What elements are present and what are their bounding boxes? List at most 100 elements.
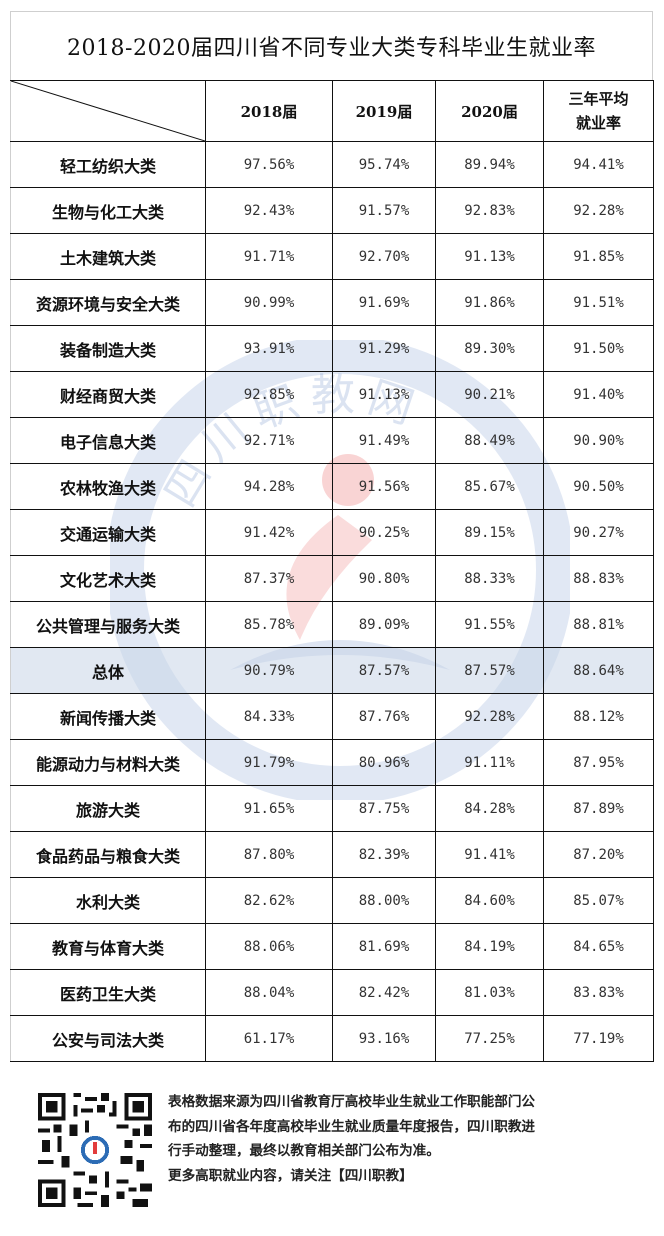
rate-average: 87.95% <box>543 739 654 786</box>
rate-2019: 91.13% <box>332 371 436 418</box>
category-cell: 文化艺术大类 <box>10 555 206 602</box>
rate-2018: 87.80% <box>205 831 333 878</box>
rate-2018: 90.99% <box>205 279 333 326</box>
rate-average: 90.27% <box>543 509 654 556</box>
rate-average: 88.83% <box>543 555 654 602</box>
footer: 表格数据来源为四川省教育厅高校毕业生就业工作职能部门公 布的四川省各年度高校毕业… <box>0 1080 664 1236</box>
rate-average: 84.65% <box>543 923 654 970</box>
rate-2018: 94.28% <box>205 463 333 510</box>
rate-average: 91.50% <box>543 325 654 372</box>
rate-average: 87.89% <box>543 785 654 832</box>
category-cell: 医药卫生大类 <box>10 969 206 1016</box>
category-cell: 轻工纺织大类 <box>10 141 206 188</box>
header-2020: 2020届 <box>435 80 544 142</box>
rate-2018: 97.56% <box>205 141 333 188</box>
rate-average: 88.12% <box>543 693 654 740</box>
rate-2020: 89.94% <box>435 141 544 188</box>
category-cell: 食品药品与粮食大类 <box>10 831 206 878</box>
rate-2018: 88.06% <box>205 923 333 970</box>
rate-average: 90.90% <box>543 417 654 464</box>
rate-2018: 91.65% <box>205 785 333 832</box>
category-cell: 旅游大类 <box>10 785 206 832</box>
rate-2018: 91.42% <box>205 509 333 556</box>
table-row: 教育与体育大类 88.06% 81.69% 84.19% 84.65% <box>10 923 654 970</box>
rate-2020: 91.55% <box>435 601 544 648</box>
rate-2018: 61.17% <box>205 1015 333 1062</box>
rate-2020: 92.83% <box>435 187 544 234</box>
rate-2019: 80.96% <box>332 739 436 786</box>
rate-2019: 93.16% <box>332 1015 436 1062</box>
rate-average: 77.19% <box>543 1015 654 1062</box>
rate-2019: 82.42% <box>332 969 436 1016</box>
rate-2018: 92.71% <box>205 417 333 464</box>
category-cell: 电子信息大类 <box>10 417 206 464</box>
rate-2020: 91.41% <box>435 831 544 878</box>
rate-average: 88.81% <box>543 601 654 648</box>
rate-2018: 87.37% <box>205 555 333 602</box>
category-cell: 土木建筑大类 <box>10 233 206 280</box>
category-cell: 装备制造大类 <box>10 325 206 372</box>
rate-average: 92.28% <box>543 187 654 234</box>
note-line: 布的四川省各年度高校毕业生就业质量年度报告，四川职教进 <box>168 1118 536 1135</box>
header-row: 2018届 2019届 2020届 三年平均 就业率 <box>10 80 654 142</box>
rate-2020: 92.28% <box>435 693 544 740</box>
rate-2018: 93.91% <box>205 325 333 372</box>
table-row: 旅游大类 91.65% 87.75% 84.28% 87.89% <box>10 785 654 832</box>
follow-line: 更多高职就业内容，请关注【四川职教】 <box>168 1167 413 1184</box>
rate-2018: 84.33% <box>205 693 333 740</box>
rate-2020: 77.25% <box>435 1015 544 1062</box>
rate-2019: 81.69% <box>332 923 436 970</box>
category-cell: 能源动力与材料大类 <box>10 739 206 786</box>
table-row: 公安与司法大类 61.17% 93.16% 77.25% 77.19% <box>10 1015 654 1062</box>
table-row: 公共管理与服务大类 85.78% 89.09% 91.55% 88.81% <box>10 601 654 648</box>
rate-average: 88.64% <box>543 647 654 694</box>
rate-2020: 81.03% <box>435 969 544 1016</box>
employment-rate-table: 2018届 2019届 2020届 三年平均 就业率 轻工纺织大类 97.56% 9… <box>10 80 654 1062</box>
rate-2019: 91.29% <box>332 325 436 372</box>
rate-2020: 84.28% <box>435 785 544 832</box>
rate-2018: 92.85% <box>205 371 333 418</box>
rate-2020: 85.67% <box>435 463 544 510</box>
rate-2020: 87.57% <box>435 647 544 694</box>
corner-cell <box>10 80 206 142</box>
rate-2019: 91.49% <box>332 417 436 464</box>
rate-average: 85.07% <box>543 877 654 924</box>
rate-2019: 95.74% <box>332 141 436 188</box>
table-row: 能源动力与材料大类 91.79% 80.96% 91.11% 87.95% <box>10 739 654 786</box>
rate-average: 91.40% <box>543 371 654 418</box>
rate-2020: 84.19% <box>435 923 544 970</box>
category-cell: 新闻传播大类 <box>10 693 206 740</box>
rate-2018: 88.04% <box>205 969 333 1016</box>
category-cell: 交通运输大类 <box>10 509 206 556</box>
category-cell: 公安与司法大类 <box>10 1015 206 1062</box>
rate-2019: 91.56% <box>332 463 436 510</box>
rate-2018: 92.43% <box>205 187 333 234</box>
table-row: 食品药品与粮食大类 87.80% 82.39% 91.41% 87.20% <box>10 831 654 878</box>
table-row: 生物与化工大类 92.43% 91.57% 92.83% 92.28% <box>10 187 654 234</box>
category-cell: 公共管理与服务大类 <box>10 601 206 648</box>
category-cell: 农林牧渔大类 <box>10 463 206 510</box>
rate-average: 91.85% <box>543 233 654 280</box>
rate-2020: 91.13% <box>435 233 544 280</box>
table-row: 水利大类 82.62% 88.00% 84.60% 85.07% <box>10 877 654 924</box>
header-2019: 2019届 <box>332 80 436 142</box>
table-row: 交通运输大类 91.42% 90.25% 89.15% 90.27% <box>10 509 654 556</box>
rate-average: 83.83% <box>543 969 654 1016</box>
table-row-total: 总体 90.79% 87.57% 87.57% 88.64% <box>10 647 654 694</box>
category-cell: 水利大类 <box>10 877 206 924</box>
rate-2019: 87.75% <box>332 785 436 832</box>
rate-2019: 82.39% <box>332 831 436 878</box>
rate-average: 91.51% <box>543 279 654 326</box>
page-title: 2018-2020届四川省不同专业大类专科毕业生就业率 <box>10 11 653 80</box>
rate-2018: 85.78% <box>205 601 333 648</box>
rate-2019: 88.00% <box>332 877 436 924</box>
note-line: 表格数据来源为四川省教育厅高校毕业生就业工作职能部门公 <box>168 1094 536 1110</box>
rate-2019: 92.70% <box>332 233 436 280</box>
category-cell: 资源环境与安全大类 <box>10 279 206 326</box>
table-row: 医药卫生大类 88.04% 82.42% 81.03% 83.83% <box>10 969 654 1016</box>
rate-2020: 91.11% <box>435 739 544 786</box>
table-row: 农林牧渔大类 94.28% 91.56% 85.67% 90.50% <box>10 463 654 510</box>
table-row: 资源环境与安全大类 90.99% 91.69% 91.86% 91.51% <box>10 279 654 326</box>
qr-code-icon[interactable] <box>38 1093 152 1207</box>
category-cell: 生物与化工大类 <box>10 187 206 234</box>
